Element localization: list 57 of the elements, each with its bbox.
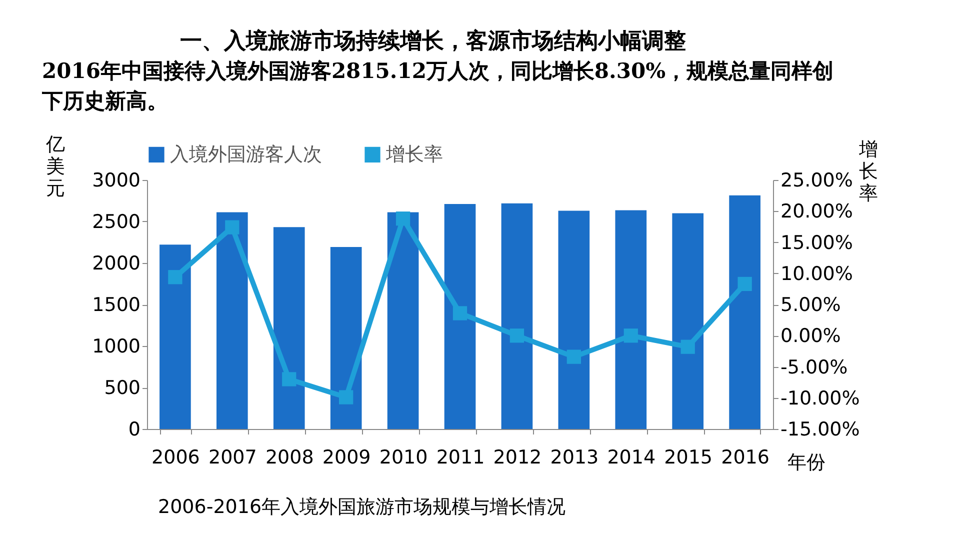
bar: [273, 227, 305, 429]
point: [680, 340, 695, 354]
x-tick-label: 2013: [550, 446, 599, 468]
y-tick-label: 500: [104, 377, 140, 399]
x-tick-label: 2012: [493, 446, 542, 468]
y2-tick-label: 25.00%: [780, 170, 853, 192]
bar: [216, 212, 248, 429]
legend-label: 入境外国游客人次: [170, 144, 322, 166]
bar: [160, 244, 191, 429]
x-tick-label: 2016: [721, 446, 770, 468]
point: [339, 390, 354, 404]
point: [225, 220, 240, 234]
text: 2006-2016年入境外国旅游市场规模与增长情况: [158, 495, 566, 520]
bar: [729, 195, 760, 429]
y-tick-label: 3000: [92, 170, 140, 192]
bar: [330, 246, 362, 429]
point: [452, 306, 468, 320]
y2-tick-label: -10.00%: [780, 387, 860, 410]
x-tick-label: 2011: [436, 446, 485, 468]
y2-tick-label: 0.00%: [780, 325, 841, 348]
y-tick-label: 2000: [92, 252, 140, 274]
y2-tick-label: 15.00%: [780, 232, 853, 254]
y2-tick-label: 10.00%: [780, 262, 853, 285]
point: [282, 372, 296, 386]
y-tick-label: 2500: [92, 211, 140, 233]
point: [168, 270, 182, 284]
bar: [672, 213, 704, 429]
y-tick-label: 1000: [92, 336, 140, 358]
y2-tick-label: -5.00%: [780, 356, 848, 378]
y2-tick-label: 5.00%: [780, 294, 841, 316]
x-axis-title: 年份: [788, 452, 826, 474]
bar: [558, 210, 590, 429]
x-tick-label: 2014: [607, 446, 656, 468]
point: [738, 276, 752, 292]
point: [566, 350, 581, 364]
chart-title: 一、入境旅游市场持续增长，客源市场结构小幅调整: [180, 27, 686, 56]
y-tick-label: 1500: [92, 294, 140, 316]
y-tick-label: 0: [128, 418, 140, 440]
x-tick-label: 2010: [379, 446, 428, 468]
bar: [387, 212, 419, 429]
y2-tick-label: -15.00%: [780, 418, 860, 440]
y-axis-title: 亿美元: [45, 134, 65, 200]
x-tick-label: 2008: [265, 446, 314, 468]
bar: [501, 203, 533, 429]
bar: [615, 210, 647, 429]
chart-subtitle: 2016年中国接待入境外国游客2815.12万人次，同比增长8.30%，规模总量同样创下历史新高。: [42, 57, 835, 115]
point: [510, 328, 524, 343]
point: [624, 328, 638, 343]
x-tick-label: 2015: [664, 446, 713, 468]
legend-label: 增长率: [385, 144, 443, 166]
x-tick-label: 2006: [152, 446, 200, 468]
y2-axis-title: 增长率: [858, 138, 878, 204]
y2-tick-label: 20.00%: [780, 200, 853, 223]
x-tick-label: 2009: [322, 446, 371, 468]
point: [396, 212, 410, 226]
bar: [444, 204, 476, 429]
x-tick-label: 2007: [208, 446, 257, 468]
